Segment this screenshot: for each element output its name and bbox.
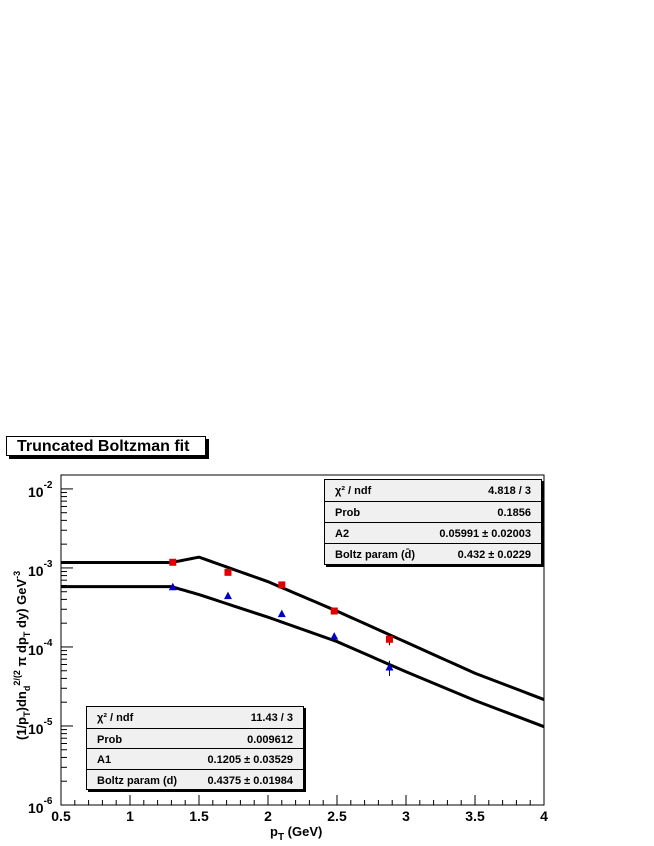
- x-tick-label: 0.5: [51, 808, 71, 824]
- stat-dbar-key: Prob: [335, 507, 361, 519]
- chart-title: Truncated Boltzman fit: [6, 436, 206, 456]
- x-tick-label: 3.5: [465, 808, 485, 824]
- data-point: [385, 662, 394, 671]
- stat-dbar-key: Boltz param (d̄): [335, 549, 416, 561]
- data-point: [330, 632, 339, 640]
- stat-d-row: A1 0.1205 ± 0.03529: [87, 748, 303, 769]
- data-point: [278, 581, 286, 589]
- y-tick-label: 10-6: [28, 796, 53, 816]
- stat-dbar-row: Boltz param (d̄) 0.432 ± 0.0229: [325, 543, 541, 564]
- stat-dbar-key: A2: [335, 528, 350, 540]
- stat-dbar-value: 0.432 ± 0.0229: [457, 549, 531, 561]
- y-tick-label: 10-2: [28, 480, 53, 500]
- stat-dbar-row: χ² / ndf 4.818 / 3: [325, 480, 541, 501]
- data-point: [385, 635, 393, 643]
- stats-box-d: χ² / ndf 11.43 / 3 Prob 0.009612 A1 0.1205 ± …: [86, 706, 304, 790]
- stat-d-value: 0.009612: [247, 733, 293, 746]
- y-axis-label: (1/pT)dnd2/(2 π dpT dy) GeV-3: [12, 571, 32, 740]
- stat-d-row: Prob 0.009612: [87, 727, 303, 749]
- data-point: [277, 609, 286, 618]
- stat-dbar-key: χ² / ndf: [335, 485, 372, 497]
- x-tick-label: 1: [126, 808, 134, 824]
- x-tick-label: 1.5: [189, 808, 209, 824]
- stat-dbar-value: 0.1856: [497, 507, 531, 519]
- stat-d-value: 11.43 / 3: [250, 712, 293, 724]
- y-tick-label: 10-3: [28, 559, 53, 579]
- x-tick-label: 2: [264, 808, 272, 824]
- stat-d-key: A1: [97, 754, 112, 766]
- data-point: [169, 558, 177, 566]
- data-point: [168, 582, 177, 591]
- x-tick-label: 2.5: [327, 808, 347, 824]
- fit-curve-d: [61, 585, 545, 729]
- data-point: [330, 607, 338, 615]
- stat-d-key: Prob: [97, 733, 123, 746]
- x-tick-label: 4: [540, 808, 548, 824]
- data-point: [223, 591, 232, 600]
- y-tick-label: 10-4: [28, 638, 53, 658]
- stat-d-key: χ² / ndf: [97, 712, 134, 724]
- stat-dbar-value: 0.05991 ± 0.02003: [439, 528, 531, 540]
- stat-d-row: χ² / ndf 11.43 / 3: [87, 707, 303, 728]
- stat-dbar-row: Prob 0.1856: [325, 501, 541, 522]
- stat-dbar-value: 4.818 / 3: [488, 485, 531, 497]
- stat-d-key: Boltz param (d): [97, 774, 178, 787]
- stats-box-dbar: χ² / ndf 4.818 / 3 Prob 0.1856 A2 0.05991 ± 0…: [324, 479, 542, 565]
- plot-frame: [60, 474, 545, 806]
- stat-d-row: Boltz param (d) 0.4375 ± 0.01984: [87, 768, 303, 790]
- data-point: [224, 568, 232, 576]
- stat-d-value: 0.1205 ± 0.03529: [207, 754, 293, 766]
- y-tick-label: 10-5: [28, 717, 53, 737]
- x-axis-label: pT (GeV): [270, 824, 322, 843]
- x-tick-label: 3: [402, 808, 410, 824]
- stat-dbar-row: A2 0.05991 ± 0.02003: [325, 522, 541, 543]
- stat-d-value: 0.4375 ± 0.01984: [207, 774, 293, 787]
